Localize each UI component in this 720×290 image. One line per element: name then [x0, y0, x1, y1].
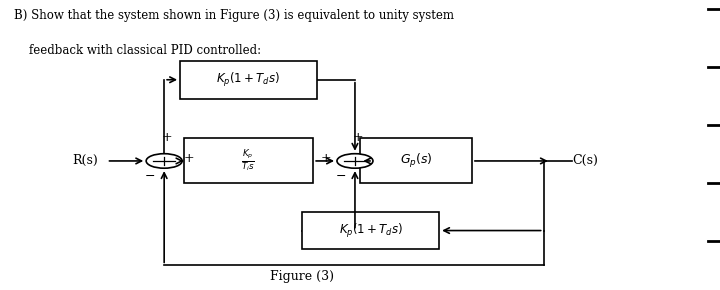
- Circle shape: [337, 154, 373, 168]
- Text: +: +: [321, 152, 331, 164]
- Text: +: +: [162, 131, 172, 144]
- Text: feedback with classical PID controlled:: feedback with classical PID controlled:: [14, 44, 261, 57]
- Text: R(s): R(s): [72, 155, 98, 167]
- Text: $K_p(1+T_ds)$: $K_p(1+T_ds)$: [216, 71, 281, 89]
- FancyBboxPatch shape: [360, 139, 472, 184]
- Text: +: +: [184, 152, 194, 164]
- Text: C(s): C(s): [572, 155, 598, 167]
- Text: +: +: [353, 131, 363, 144]
- FancyBboxPatch shape: [180, 61, 317, 99]
- Circle shape: [146, 154, 182, 168]
- Text: −: −: [145, 171, 155, 183]
- Text: −: −: [336, 171, 346, 183]
- Text: $K_p(1+T_ds)$: $K_p(1+T_ds)$: [338, 222, 403, 240]
- Text: $G_p(s)$: $G_p(s)$: [400, 152, 433, 170]
- Text: B) Show that the system shown in Figure (3) is equivalent to unity system: B) Show that the system shown in Figure …: [14, 9, 454, 22]
- FancyBboxPatch shape: [302, 212, 439, 249]
- Text: $\frac{K_p}{T_is}$: $\frac{K_p}{T_is}$: [241, 148, 256, 174]
- Text: Figure (3): Figure (3): [271, 271, 334, 283]
- FancyBboxPatch shape: [184, 139, 313, 184]
